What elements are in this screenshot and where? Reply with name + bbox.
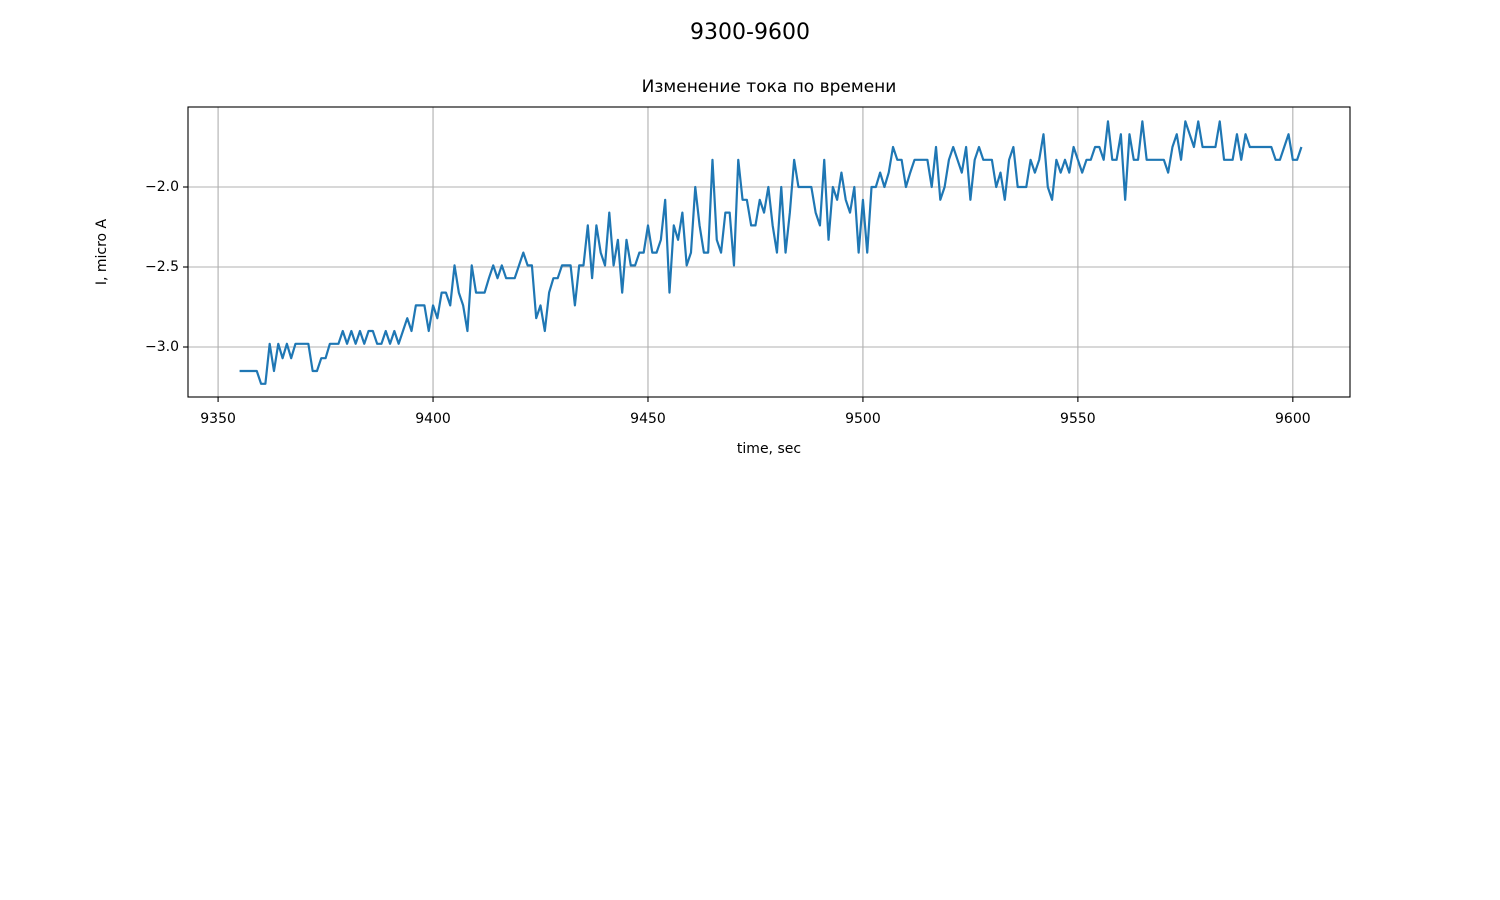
y-tick-label: −2.5 xyxy=(145,259,179,275)
chart-title: Изменение тока по времени xyxy=(642,77,897,97)
x-tick-label: 9350 xyxy=(200,411,236,427)
x-tick-label: 9500 xyxy=(845,411,881,427)
x-tick-label: 9600 xyxy=(1275,411,1311,427)
x-tick-label: 9450 xyxy=(630,411,666,427)
plot-frame xyxy=(187,106,1351,398)
y-tick-label: −3.0 xyxy=(145,339,179,355)
suptitle: 9300-9600 xyxy=(690,20,810,45)
y-tick-label: −2.0 xyxy=(145,179,179,195)
y-axis-label: I, micro A xyxy=(94,218,110,285)
x-axis-label: time, sec xyxy=(737,441,801,457)
x-tick-label: 9400 xyxy=(415,411,451,427)
x-tick-label: 9550 xyxy=(1060,411,1096,427)
data-line xyxy=(239,120,1303,385)
